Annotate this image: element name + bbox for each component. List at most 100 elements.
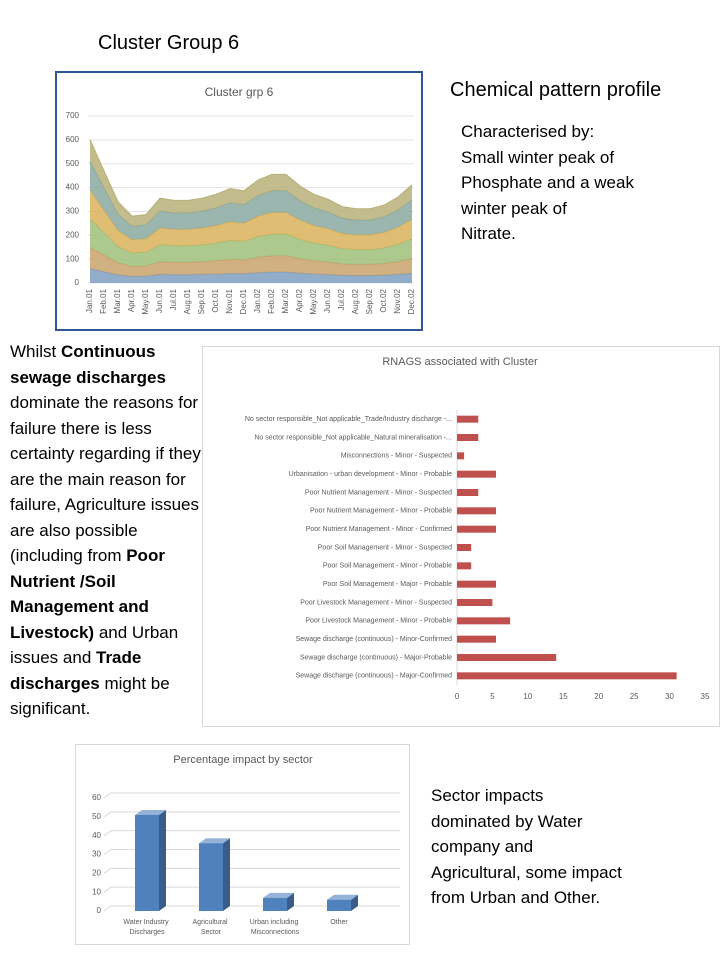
y-tick-label: 20 <box>92 868 101 877</box>
profile-line: winter peak of <box>461 198 567 218</box>
chart-title: Cluster grp 6 <box>205 85 274 99</box>
category-label: Misconnections - Minor - Suspected <box>341 453 452 460</box>
area <box>90 268 412 283</box>
y-tick-label: 700 <box>66 111 80 120</box>
area <box>90 139 412 227</box>
bar <box>457 507 496 515</box>
x-tick-label: Jul.01 <box>169 288 178 310</box>
summary-run: and Urban issues and <box>10 622 179 668</box>
bar <box>457 415 479 423</box>
x-tick-label: Other <box>330 919 348 926</box>
chart-frame <box>202 346 720 727</box>
profile-text: Characterised by: Small winter peak of Pho… <box>461 119 634 247</box>
grid-line <box>103 811 400 818</box>
summary-run: Whilst <box>10 342 61 361</box>
x-tick-label: Aug.02 <box>351 288 360 314</box>
bar <box>457 562 472 570</box>
category-label: No sector responsible_Not applicable_Tra… <box>245 416 452 423</box>
y-tick-label: 30 <box>92 850 101 859</box>
sector-line: Agricultural, some impact <box>431 862 622 882</box>
x-tick-label: Sep.02 <box>365 288 374 314</box>
category-label: Poor Livestock Management - Minor - Susp… <box>300 599 452 606</box>
y-tick-label: 100 <box>66 254 80 263</box>
bar <box>457 654 557 661</box>
bar <box>457 599 493 606</box>
bar <box>199 843 223 911</box>
x-tick-label: Aug.01 <box>183 288 192 314</box>
x-tick-label: Oct.02 <box>379 288 388 312</box>
y-tick-label: 60 <box>92 793 101 802</box>
x-tick-label: 10 <box>523 692 532 701</box>
y-tick-label: 40 <box>92 831 101 840</box>
area <box>90 247 412 277</box>
y-tick-label: 50 <box>92 812 101 821</box>
bar <box>457 544 472 551</box>
x-tick-label: Mar.02 <box>281 288 290 313</box>
x-tick-label: Agricultural Sector <box>193 919 230 936</box>
profile-line: Small winter peak of <box>461 147 615 167</box>
x-tick-label: 25 <box>630 692 639 701</box>
category-label: Poor Nutrient Management - Minor - Confi… <box>306 526 452 533</box>
category-label: Urbanisation - urban development - Minor… <box>289 471 453 478</box>
category-label: Poor Soil Management - Minor - Suspected <box>318 544 452 551</box>
x-tick-label: Nov.02 <box>393 288 402 313</box>
area-edge <box>89 139 413 217</box>
bar <box>263 897 287 911</box>
profile-line: Characterised by: <box>461 122 595 141</box>
category-label: Sewage discharge (continuous) - Major-Co… <box>296 673 453 680</box>
x-tick-label: Feb.01 <box>99 288 108 313</box>
bar <box>457 617 511 625</box>
summary-text: Whilst Continuous sewage discharges domi… <box>10 339 204 722</box>
summary-run: dominate the reasons for failure there i… <box>10 393 201 565</box>
grid-line <box>103 849 400 855</box>
area <box>90 189 412 253</box>
y-tick-label: 10 <box>92 887 101 896</box>
summary-run: might be significant. <box>10 673 170 719</box>
summary-run: Poor Nutrient /Soil Management and Lives… <box>10 546 165 642</box>
x-tick-label: May.02 <box>309 288 318 314</box>
x-tick-label: Jan.01 <box>85 288 94 313</box>
bar-top <box>199 838 230 844</box>
grid-line <box>103 867 400 874</box>
y-tick-label: 200 <box>66 230 80 239</box>
chart-title: RNAGS associated with Cluster <box>382 356 538 368</box>
grid-line <box>103 905 400 912</box>
x-tick-label: Apr.02 <box>295 288 304 312</box>
x-tick-label: 15 <box>559 692 568 701</box>
x-tick-label: Nov.01 <box>225 288 234 313</box>
x-tick-label: 30 <box>665 692 674 701</box>
bar <box>135 814 159 911</box>
bar-top <box>263 892 294 898</box>
x-tick-label: Feb.02 <box>267 288 276 313</box>
x-tick-label: 20 <box>594 692 603 701</box>
bar-side <box>351 894 358 911</box>
category-label: Poor Livestock Management - Minor - Prob… <box>305 618 452 625</box>
bar <box>457 470 496 478</box>
y-tick-label: 400 <box>66 183 80 192</box>
x-tick-label: Jan.02 <box>253 288 262 313</box>
category-label: Poor Soil Management - Minor - Probable <box>323 563 452 570</box>
bar <box>457 525 496 533</box>
sector-line: from Urban and Other. <box>431 888 601 907</box>
x-tick-label: Apr.01 <box>127 288 136 312</box>
y-tick-label: 600 <box>66 135 80 144</box>
x-tick-label: Jun.02 <box>323 288 332 313</box>
x-tick-label: May.01 <box>141 288 150 314</box>
y-tick-label: 0 <box>97 906 102 915</box>
x-tick-label: Dec.01 <box>239 288 248 314</box>
category-label: No sector responsible_Not applicable_Nat… <box>254 434 452 441</box>
slide-subtitle: Chemical pattern profile <box>450 79 662 101</box>
grid-line <box>103 792 400 799</box>
grid-line <box>103 886 400 893</box>
profile-line: Phosphate and a weak <box>461 173 634 192</box>
x-tick-label: Water Industry Discharges <box>123 919 170 936</box>
sector-text: Sector impacts dominated by Water company … <box>431 783 622 911</box>
category-label: Poor Nutrient Management - Minor - Suspe… <box>305 489 452 496</box>
y-tick-label: 300 <box>66 207 80 216</box>
category-label: Poor Soil Management - Major - Probable <box>323 581 452 588</box>
y-tick-label: 500 <box>66 159 80 168</box>
sector-line: Sector impacts <box>431 786 544 805</box>
bar-top <box>327 894 358 900</box>
bar-side <box>223 838 230 911</box>
